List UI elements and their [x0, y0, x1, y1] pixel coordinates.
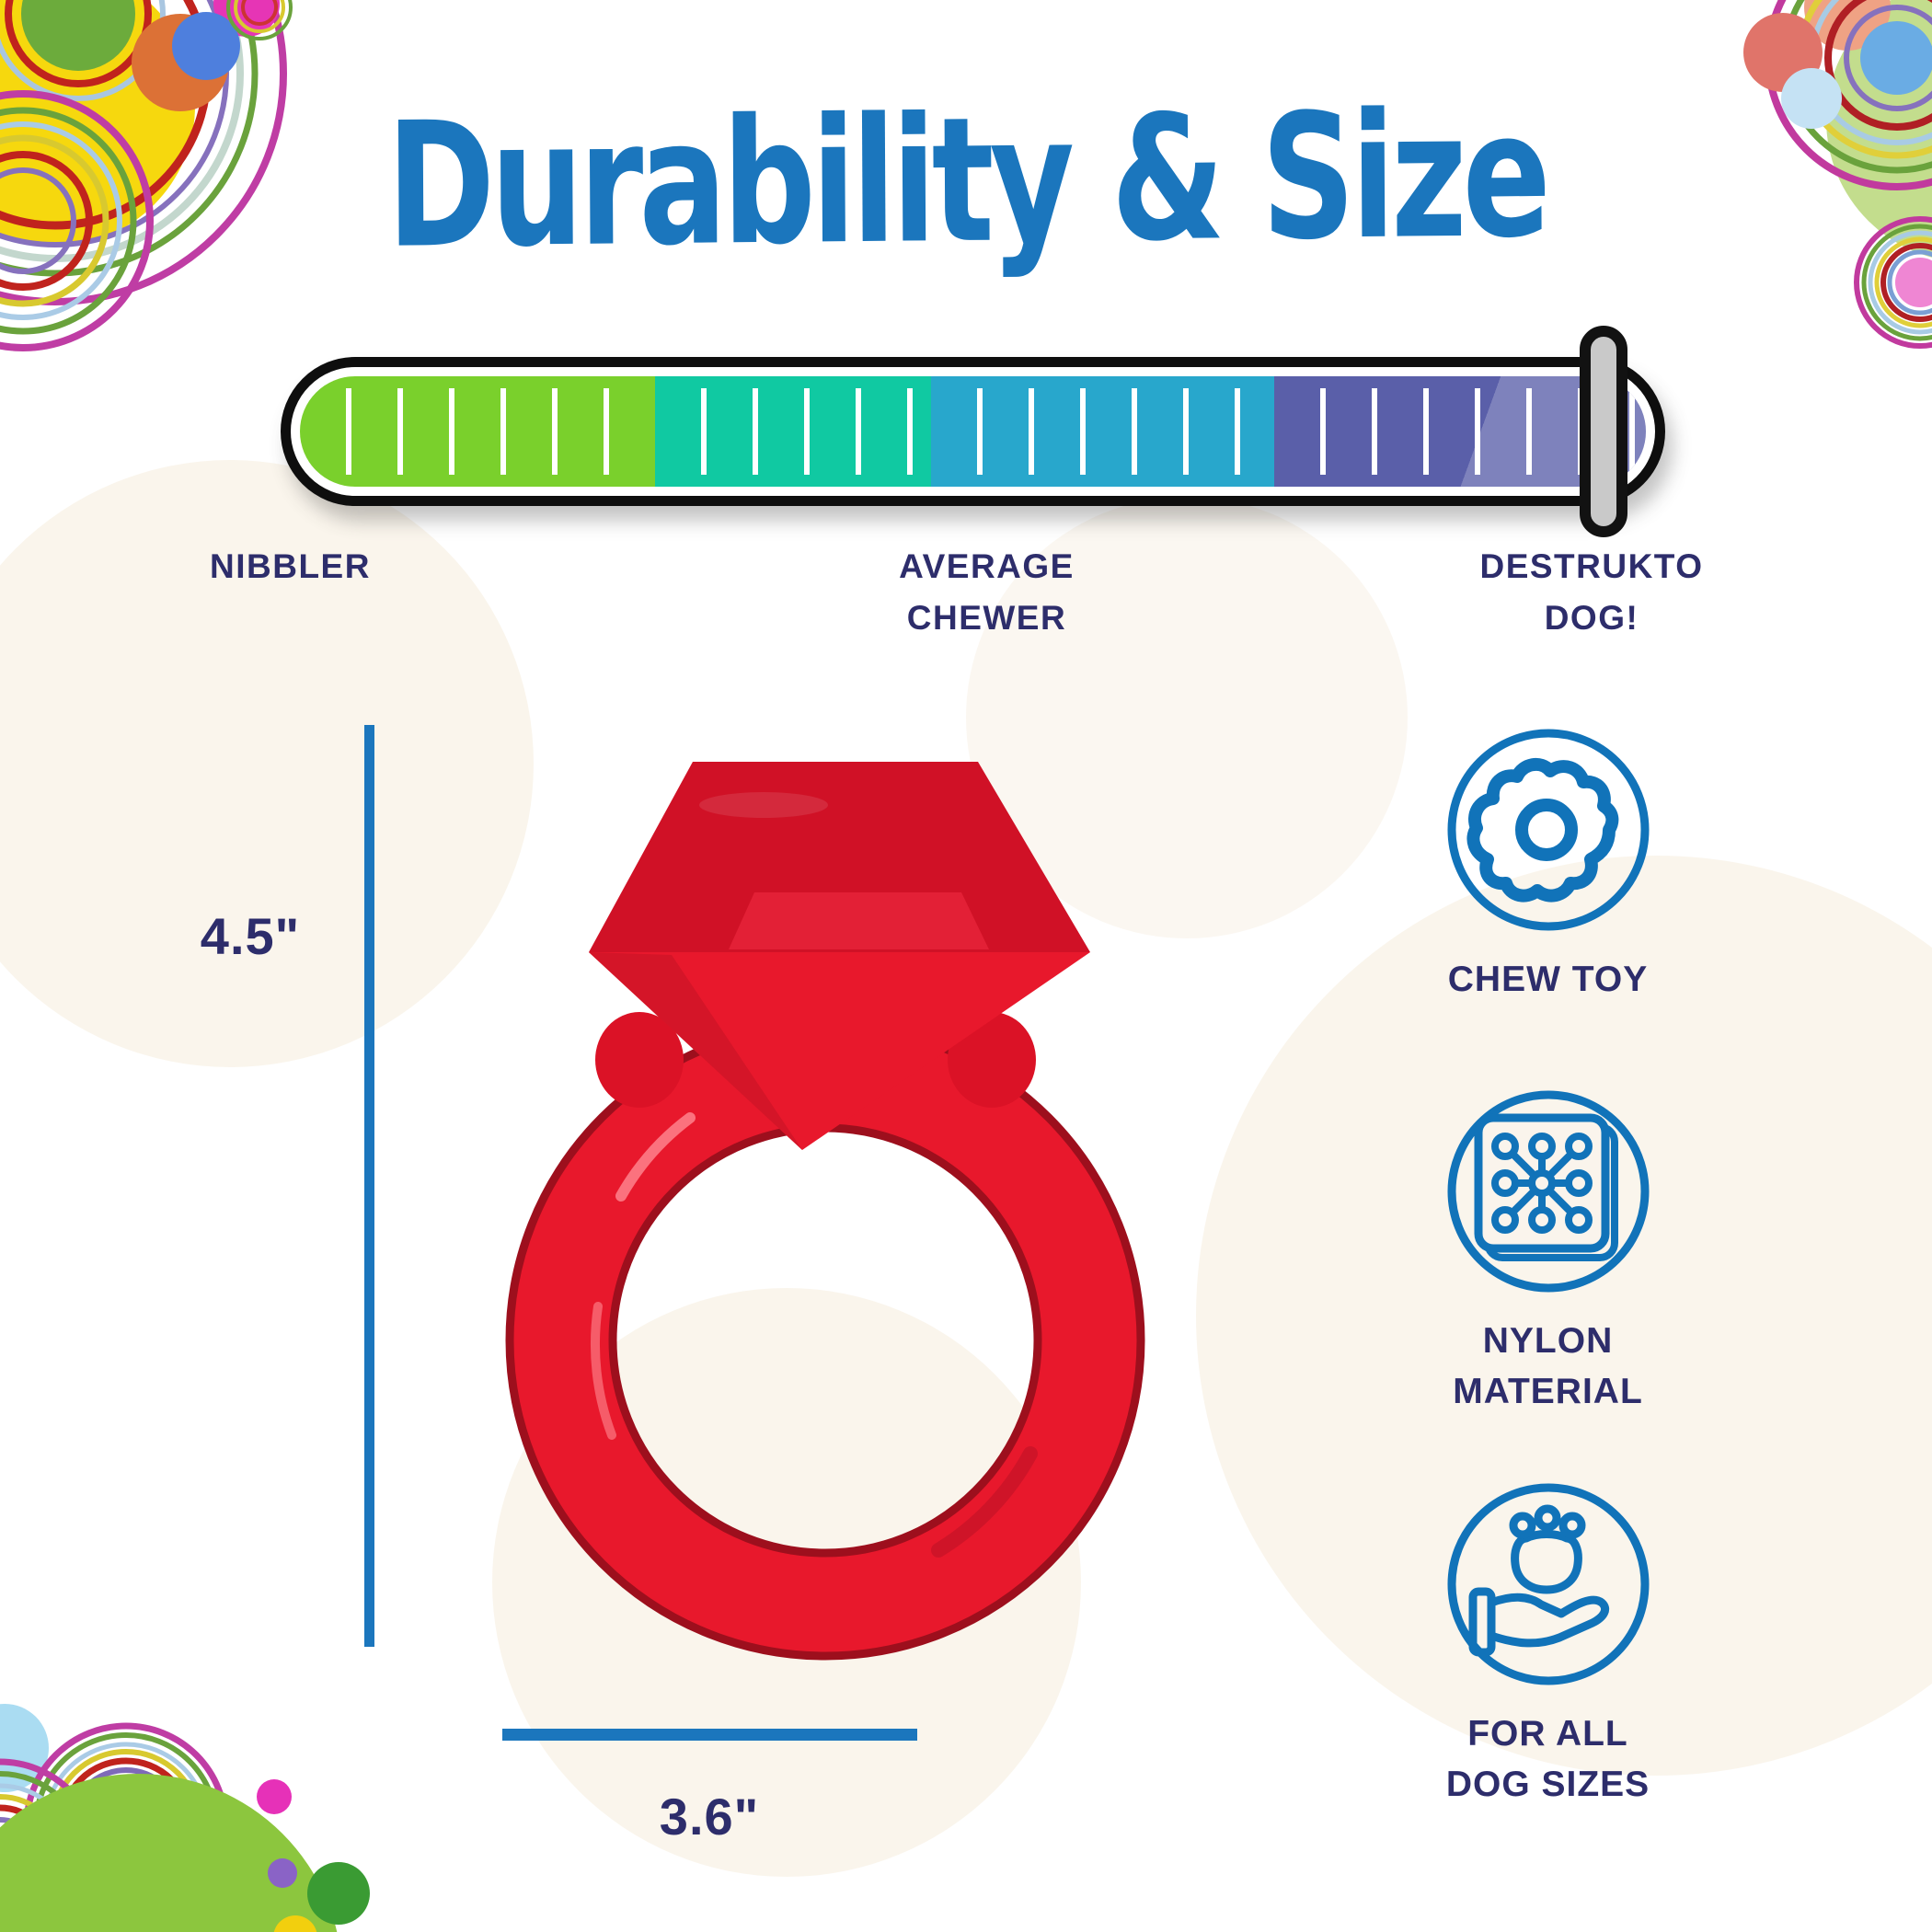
cream-blob-left [0, 460, 534, 1067]
feature-for-all-dog-sizes: FOR ALL DOG SIZES [1389, 1474, 1707, 1810]
molecule-nodes [1490, 1133, 1593, 1234]
durability-meter-fill [300, 376, 1646, 487]
meter-segment-nibbler [300, 376, 656, 487]
meter-ticks [300, 388, 656, 475]
height-dimension-label: 4.5" [200, 907, 301, 965]
cream-blob-right [1196, 856, 1932, 1776]
paw-in-hand-icon [1447, 1483, 1649, 1685]
decor-circles-bottom-left [0, 1704, 370, 1932]
scale-label-destrukto-dog: DESTRUKTO DOG! [1479, 547, 1704, 637]
decor-circles-top-left [0, 0, 293, 351]
scale-label-nibbler: NIBBLER [210, 547, 371, 585]
meter-segment-light-chewer [655, 376, 932, 487]
feature-label: CHEW TOY [1447, 960, 1649, 999]
meter-segment-average-chewer [931, 376, 1275, 487]
chew-toy-icon [1447, 729, 1649, 931]
diamond-ring-toy-image [505, 762, 1145, 1661]
feature-label: NYLON MATERIAL [1453, 1321, 1643, 1411]
feature-nylon-material: NYLON MATERIAL [1389, 1081, 1707, 1417]
nylon-material-icon [1447, 1090, 1649, 1293]
page-title: Durability & Size [385, 75, 1547, 287]
open-hand [1468, 1587, 1609, 1657]
durability-meter-track [281, 357, 1665, 506]
durability-meter [281, 326, 1665, 537]
feature-label: FOR ALL DOG SIZES [1445, 1714, 1650, 1804]
meter-ticks [931, 388, 1275, 475]
width-dimension-label: 3.6" [659, 1788, 760, 1846]
height-dimension-line [364, 725, 374, 1647]
scale-label-average-chewer: AVERAGE CHEWER [899, 547, 1075, 637]
toy-diamond-gem [589, 762, 1090, 1150]
width-dimension-line [502, 1729, 917, 1741]
durability-indicator-handle [1580, 326, 1627, 537]
toy-ring-band [505, 1020, 1145, 1661]
meter-ticks [655, 388, 932, 475]
cream-blob-mid [966, 497, 1408, 938]
paw-print [1509, 1504, 1585, 1594]
feature-chew-toy: CHEW TOY [1389, 719, 1707, 1006]
decor-circles-top-right [1743, 0, 1932, 349]
